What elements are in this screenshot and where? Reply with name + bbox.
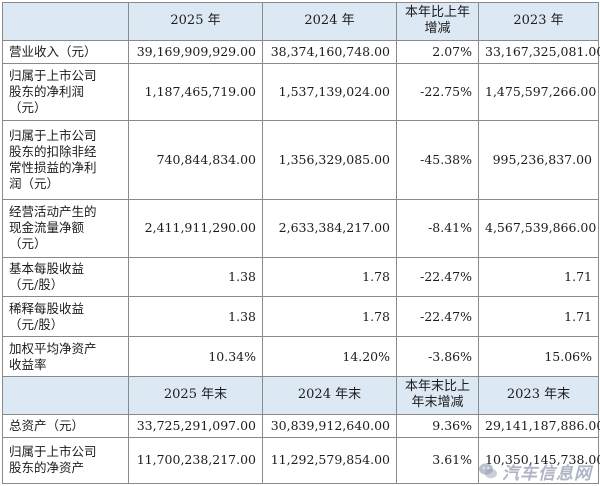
row-label-total-assets: 总资产（元） (2, 413, 129, 438)
table-row: 营业收入（元） 39,169,909,929.00 38,374,160,748… (2, 39, 600, 64)
header-row-year-end: 2025 年末 2024 年末 本年末比上 年末增减 2023 年末 (2, 376, 599, 415)
row-label-net-profit-excl-nonrecurring: 归属于上市公司 股东的扣除非经 常性损益的净利 润（元） (2, 120, 129, 200)
cell-value: 2,633,384,217.00 (262, 198, 397, 258)
table-row: 稀释每股收益 （元/股） 1.38 1.78 -22.47% 1.71 (2, 296, 599, 338)
cell-value: 1.38 (128, 256, 263, 298)
row-label-net-profit: 归属于上市公司 股东的净利润 （元） (2, 62, 129, 122)
cell-value: 39,169,909,929.00 (128, 39, 263, 64)
cell-value: 1.38 (128, 296, 263, 338)
header-yoy-change-end: 本年末比上 年末增减 (396, 376, 479, 415)
header-2023-end: 2023 年末 (478, 376, 599, 415)
header-2024: 2024 年 (262, 2, 397, 41)
cell-value: 995,236,837.00 (478, 120, 599, 200)
table-row: 归属于上市公司 股东的扣除非经 常性损益的净利 润（元） 740,844,834… (2, 120, 599, 200)
table-row: 总资产（元） 33,725,291,097.00 30,839,912,640.… (2, 413, 600, 438)
cell-value: 2,411,911,290.00 (128, 198, 263, 258)
header-yoy-change: 本年比上年 增减 (396, 2, 479, 41)
cell-value: 1,187,465,719.00 (128, 62, 263, 122)
cell-value: 1.71 (478, 296, 599, 338)
header-2023: 2023 年 (478, 2, 599, 41)
cell-value: 29,141,187,886.00 (478, 413, 600, 438)
table-row: 归属于上市公司 股东的净资产 11,700,238,217.00 11,292,… (2, 436, 600, 485)
cell-value: 33,167,325,081.00 (478, 39, 600, 64)
row-label-roe: 加权平均净资产 收益率 (2, 336, 129, 378)
cell-change: -3.86% (396, 336, 479, 378)
header-2024-end: 2024 年末 (262, 376, 397, 415)
cell-value: 14.20% (262, 336, 397, 378)
row-label-diluted-eps: 稀释每股收益 （元/股） (2, 296, 129, 338)
cell-change: 9.36% (396, 413, 479, 438)
cell-value: 11,292,579,854.00 (262, 436, 397, 485)
cell-value: 10.34% (128, 336, 263, 378)
cell-value: 1,537,139,024.00 (262, 62, 397, 122)
cell-value: 30,839,912,640.00 (262, 413, 397, 438)
cell-value: 11,700,238,217.00 (128, 436, 263, 485)
cell-change: -22.75% (396, 62, 479, 122)
header-2025-end: 2025 年末 (128, 376, 263, 415)
cell-value: 740,844,834.00 (128, 120, 263, 200)
cell-change: -22.47% (396, 296, 479, 338)
cell-change: -8.41% (396, 198, 479, 258)
header-2025: 2025 年 (128, 2, 263, 41)
cell-change: 2.07% (396, 39, 479, 64)
cell-value: 38,374,160,748.00 (262, 39, 397, 64)
header-label-cell (2, 2, 129, 41)
row-label-operating-cash-flow: 经营活动产生的 现金流量净额 （元） (2, 198, 129, 258)
header-label-cell (2, 376, 129, 415)
table-row: 加权平均净资产 收益率 10.34% 14.20% -3.86% 15.06% (2, 336, 599, 378)
cell-change: -22.47% (396, 256, 479, 298)
cell-value: 10,350,145,738.00 (478, 436, 600, 485)
row-label-net-assets: 归属于上市公司 股东的净资产 (2, 436, 129, 485)
cell-value: 1,475,597,266.00 (478, 62, 599, 122)
cell-change: 3.61% (396, 436, 479, 485)
cell-value: 15.06% (478, 336, 599, 378)
cell-value: 1.78 (262, 296, 397, 338)
cell-value: 1.71 (478, 256, 599, 298)
cell-value: 33,725,291,097.00 (128, 413, 263, 438)
table-row: 经营活动产生的 现金流量净额 （元） 2,411,911,290.00 2,63… (2, 198, 599, 258)
cell-value: 1,356,329,085.00 (262, 120, 397, 200)
row-label-basic-eps: 基本每股收益 （元/股） (2, 256, 129, 298)
table-row: 基本每股收益 （元/股） 1.38 1.78 -22.47% 1.71 (2, 256, 599, 298)
row-label-revenue: 营业收入（元） (2, 39, 129, 64)
cell-change: -45.38% (396, 120, 479, 200)
cell-value: 1.78 (262, 256, 397, 298)
header-row-years: 2025 年 2024 年 本年比上年 增减 2023 年 (2, 2, 599, 41)
table-row: 归属于上市公司 股东的净利润 （元） 1,187,465,719.00 1,53… (2, 62, 599, 122)
cell-value: 4,567,539,866.00 (478, 198, 599, 258)
